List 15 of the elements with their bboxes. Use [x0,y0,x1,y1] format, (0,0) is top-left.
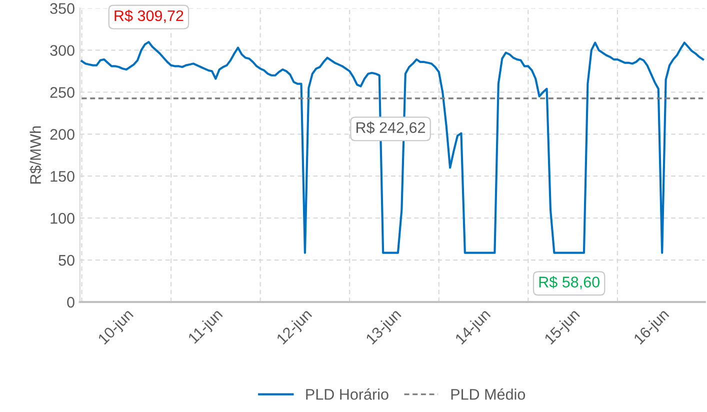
y-tick-label: 200 [50,129,74,140]
y-tick-label: 250 [50,87,74,98]
y-tick-label: 150 [50,170,74,182]
data-label: R$ 58,60 [539,276,600,290]
data-label: R$ 242,62 [356,122,426,135]
y-tick-label: 50 [58,254,74,266]
y-axis-title: R$/MWh [30,126,42,184]
legend-label: PLD Médio [451,388,526,400]
legend-label: PLD Horário [306,388,388,400]
y-tick-label: 100 [50,212,74,224]
y-tick-label: 0 [67,296,74,308]
y-tick-label: 300 [50,45,74,56]
data-label: R$ 309,72 [114,10,184,23]
line-series [80,41,704,254]
y-tick-label: 350 [50,3,74,14]
